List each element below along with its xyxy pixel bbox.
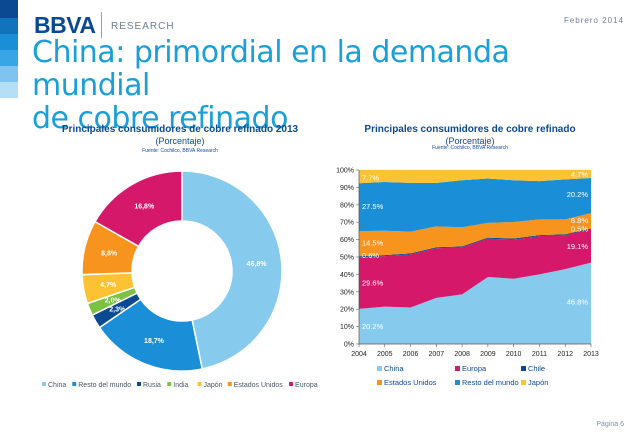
left-stripe-3	[0, 34, 18, 50]
data-label: 19.1%	[567, 242, 589, 251]
left-stripe-1	[0, 0, 18, 18]
y-tick-label: 60%	[340, 237, 354, 244]
area-chart-subtitle: (Porcentaje)	[445, 136, 495, 146]
y-tick-label: 40%	[340, 272, 354, 279]
y-tick-label: 70%	[340, 220, 354, 227]
area-legend-label-resto-del-mundo: Resto del mundo	[462, 378, 519, 387]
data-label: 14.5%	[362, 239, 384, 248]
area-series-japon	[359, 169, 591, 184]
pie-legend-swatch-japon	[197, 382, 202, 386]
y-tick-label: 50%	[340, 255, 354, 262]
pie-slice-resto-del-mundo	[98, 298, 204, 372]
area-series-china	[359, 262, 591, 344]
area-legend-label-chile: Chile	[528, 364, 545, 373]
x-tick-label: 2010	[506, 351, 522, 358]
area-legend-label-europa: Europa	[462, 364, 487, 373]
pie-label-china: 46,8%	[247, 261, 268, 268]
bbva-logo: BBVA	[34, 12, 96, 38]
pie-label-europa: 16,8%	[134, 204, 155, 211]
pie-legend-label-resto-del-mundo: Resto del mundo	[78, 382, 131, 389]
data-label: 7.7%	[362, 173, 379, 182]
area-series-estados-unidos	[359, 213, 591, 257]
pie-legend-label-estados-unidos: Estados Unidos	[234, 382, 284, 389]
pie-chart-source: Fuente: Cochilco, BBVA Research	[142, 148, 218, 154]
data-label: 0.5%	[571, 225, 588, 234]
pie-legend-swatch-resto-del-mundo	[72, 382, 77, 386]
pie-legend-swatch-india	[167, 382, 172, 386]
pie-chart-subtitle: (Porcentaje)	[155, 136, 205, 146]
pie-legend-label-japon: Japón	[204, 382, 223, 389]
pie-legend-swatch-rusia	[137, 382, 141, 386]
pie-label-rusia: 2,3%	[109, 306, 126, 313]
area-legend-swatch-chile	[521, 366, 526, 371]
slide-title-line-1: China: primordial en la demanda mundial	[32, 35, 510, 103]
pie-chart: 46,8% 18,7% 2,3% 2,0% 4,7% 8,8% 16,8% China Rest…	[42, 170, 318, 389]
pie-label-japon: 4,7%	[100, 282, 117, 289]
header-date: Febrero 2014	[563, 16, 624, 25]
y-tick-label: 100%	[336, 168, 354, 175]
left-stripe-6	[0, 82, 18, 98]
y-tick-label: 80%	[340, 202, 354, 209]
y-tick-label: 10%	[340, 324, 354, 331]
area-legend-swatch-estados-unidos	[377, 380, 382, 385]
pie-label-india: 2,0%	[105, 297, 122, 304]
research-label: RESEARCH	[111, 21, 175, 32]
area-chart-title: Principales consumidores de cobre refina…	[364, 124, 576, 135]
x-tick-label: 2012	[557, 351, 573, 358]
pie-legend-label-rusia: Rusia	[143, 382, 161, 389]
area-legend-swatch-china	[377, 366, 382, 371]
area-chart: 0% 10% 20% 30% 40% 50% 60% 70% 80% 90% 100% 2004 200…	[336, 168, 599, 388]
slide-title: China: primordial en la demanda mundial …	[32, 36, 632, 135]
area-legend-swatch-japon	[521, 380, 526, 385]
data-label: 20.2%	[567, 190, 589, 199]
x-tick-label: 2004	[351, 351, 367, 358]
area-series-chile	[359, 228, 591, 258]
pie-label-resto-del-mundo: 18,7%	[144, 338, 165, 345]
left-stripe-5	[0, 66, 18, 82]
area-legend-label-japon: Japón	[528, 378, 548, 387]
page-number: Página 6	[596, 421, 624, 428]
pie-slice-china	[181, 170, 283, 370]
data-label: 29.6%	[362, 279, 384, 288]
data-label: 0.6%	[362, 251, 379, 260]
pie-legend-label-europa: Europa	[295, 382, 318, 389]
y-tick-label: 20%	[340, 307, 354, 314]
data-label: 27.5%	[362, 202, 384, 211]
left-stripe-4	[0, 50, 18, 66]
pie-chart-title: Principales consumidores de cobre refina…	[61, 124, 299, 135]
data-label: 4.7%	[571, 170, 588, 179]
y-tick-label: 90%	[340, 185, 354, 192]
slide-title-line-2: de cobre refinado	[32, 101, 288, 136]
area-legend-label-estados-unidos: Estados Unidos	[384, 378, 437, 387]
area-legend-swatch-resto-del-mundo	[455, 380, 460, 385]
x-tick-label: 2005	[377, 351, 393, 358]
left-stripe-2	[0, 18, 18, 34]
x-tick-label: 2011	[532, 351, 547, 358]
x-tick-label: 2013	[583, 351, 599, 358]
area-series-europa	[359, 229, 591, 309]
pie-slice-europa	[94, 170, 183, 248]
data-label: 46.8%	[567, 298, 589, 307]
data-label: 8.8%	[571, 216, 588, 225]
logo-divider	[101, 12, 102, 38]
y-tick-label: 30%	[340, 289, 354, 296]
x-tick-label: 2006	[403, 351, 419, 358]
area-legend-label-china: China	[384, 364, 404, 373]
pie-legend-label-india: India	[173, 382, 188, 389]
x-tick-label: 2009	[480, 351, 496, 358]
data-label: 20.2%	[362, 322, 384, 331]
pie-legend-swatch-estados-unidos	[227, 382, 232, 386]
x-tick-label: 2008	[454, 351, 470, 358]
y-tick-label: 0%	[344, 342, 354, 349]
pie-legend-swatch-europa	[289, 382, 294, 386]
pie-legend-label-china: China	[48, 382, 66, 389]
pie-label-estados-unidos: 8,8%	[101, 251, 118, 258]
x-tick-label: 2007	[429, 351, 445, 358]
area-legend-swatch-europa	[455, 366, 460, 371]
area-series-resto-del-mundo	[359, 178, 591, 232]
area-chart-source: Fuente: Cochilco, BBVA Research	[432, 145, 508, 151]
pie-legend-swatch-china	[42, 382, 46, 386]
